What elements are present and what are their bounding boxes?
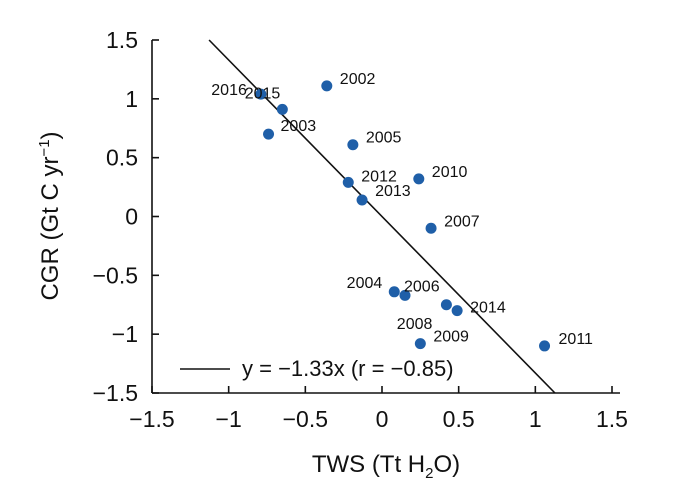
point-label-2015: 2015 xyxy=(245,85,281,102)
point-label-2007: 2007 xyxy=(444,213,480,230)
data-point-2004 xyxy=(388,286,400,298)
x-tick-label: −1 xyxy=(216,406,242,432)
data-point-2014 xyxy=(451,305,463,317)
y-tick-label: −1.5 xyxy=(93,380,138,406)
point-label-2008: 2008 xyxy=(397,316,433,333)
x-tick-label: 1.5 xyxy=(596,406,628,432)
point-label-2004: 2004 xyxy=(347,275,383,292)
data-point-2013 xyxy=(356,194,368,206)
point-label-2009: 2009 xyxy=(433,329,469,346)
data-point-2003 xyxy=(263,128,275,140)
fit-line-layer xyxy=(208,39,556,394)
x-tick-label: −0.5 xyxy=(283,406,328,432)
point-label-2014: 2014 xyxy=(470,300,506,317)
point-label-2006: 2006 xyxy=(404,278,440,295)
data-point-2011 xyxy=(539,340,551,352)
data-point-2016 xyxy=(255,88,267,100)
data-point-2006 xyxy=(399,289,411,301)
point-label-2012: 2012 xyxy=(361,168,397,185)
data-point-2002 xyxy=(321,80,333,92)
data-point-2010 xyxy=(413,173,425,185)
points-layer xyxy=(255,80,551,352)
data-point-2005 xyxy=(347,139,359,151)
legend: y = −1.33x (r = −0.85) xyxy=(180,356,454,381)
data-point-2008 xyxy=(440,299,452,311)
x-tick-label: 0.5 xyxy=(443,406,475,432)
point-label-2005: 2005 xyxy=(366,130,402,147)
data-point-2012 xyxy=(342,176,354,188)
y-tick-label: −1 xyxy=(112,321,138,347)
point-label-2002: 2002 xyxy=(340,71,376,88)
y-tick-label: −0.5 xyxy=(93,262,138,288)
point-label-2013: 2013 xyxy=(375,183,411,200)
x-tick-label: 0 xyxy=(376,406,389,432)
point-label-2010: 2010 xyxy=(432,164,468,181)
point-label-2016: 2016 xyxy=(211,82,247,99)
legend-label: y = −1.33x (r = −0.85) xyxy=(242,356,454,381)
y-tick-label: 1.5 xyxy=(106,27,138,53)
y-axis-title: CGR (Gt C yr−1) xyxy=(36,131,64,300)
fit-line xyxy=(208,39,556,394)
data-point-2015 xyxy=(276,103,288,115)
ticks-layer: −1.5 −1 −0.5 0 0.5 1 1.5 1.5 1 0.5 0 −0.5 −1 −1.5 xyxy=(93,27,628,432)
y-tick-label: 0.5 xyxy=(106,145,138,171)
data-point-2007 xyxy=(425,222,437,234)
y-tick-label: 1 xyxy=(125,86,138,112)
x-tick-label: 1 xyxy=(529,406,542,432)
x-axis-title: TWS (Tt H2O) xyxy=(312,451,460,482)
data-point-2009 xyxy=(414,338,426,350)
point-label-2003: 2003 xyxy=(281,118,317,135)
x-tick-label: −1.5 xyxy=(129,406,174,432)
y-tick-label: 0 xyxy=(125,204,138,230)
point-label-2011: 2011 xyxy=(559,331,594,348)
